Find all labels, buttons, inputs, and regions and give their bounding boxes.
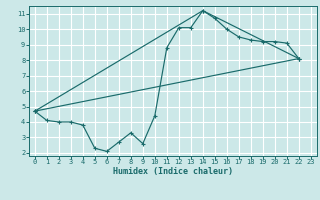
X-axis label: Humidex (Indice chaleur): Humidex (Indice chaleur) xyxy=(113,167,233,176)
